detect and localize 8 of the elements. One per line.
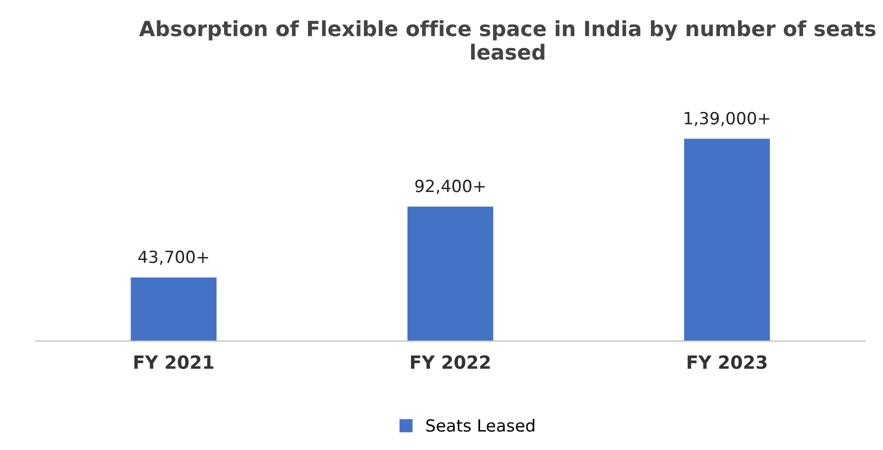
x-tick-label: FY 2022 — [411, 355, 490, 369]
data-label: 1,39,000+ — [684, 112, 770, 126]
legend-label: Seats Leased — [426, 418, 534, 432]
data-label: 92,400+ — [415, 180, 485, 194]
x-tick-label: FY 2021 — [134, 355, 214, 369]
x-tick-label: FY 2023 — [688, 355, 767, 369]
data-label: 43,700+ — [138, 250, 208, 265]
chart-title: Absorption of Flexible office space in India by number of seats leased — [139, 20, 876, 60]
